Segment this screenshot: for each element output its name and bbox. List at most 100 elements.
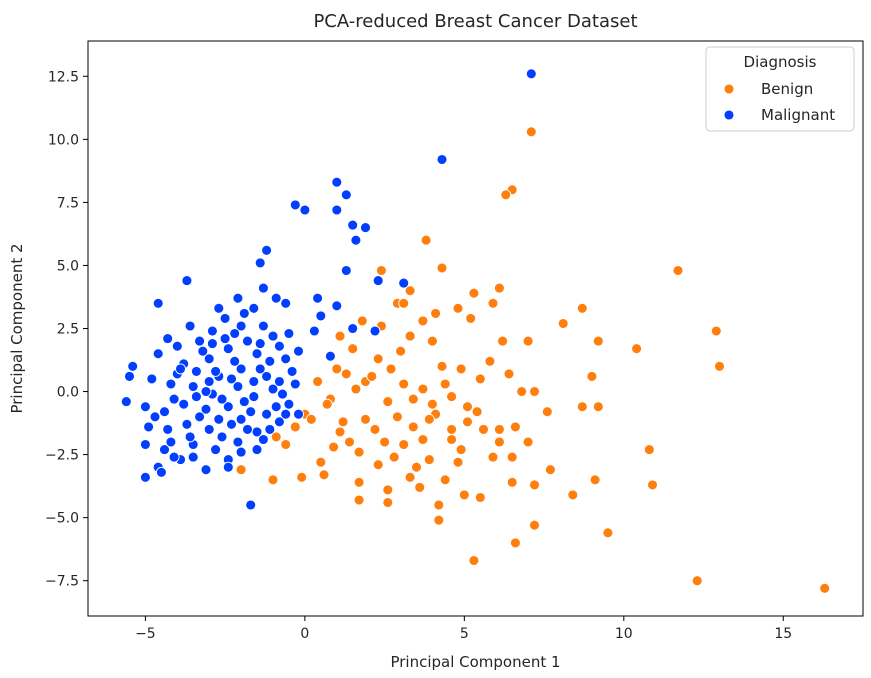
malignant-point [184, 320, 196, 332]
benign-point [576, 302, 588, 314]
malignant-point [168, 451, 180, 463]
y-tick-label: −7.5 [45, 574, 79, 590]
malignant-point [235, 446, 247, 458]
benign-point [344, 436, 355, 448]
malignant-point [277, 388, 288, 400]
benign-point [462, 401, 473, 413]
benign-point [267, 474, 279, 486]
benign-point [356, 315, 368, 327]
benign-point [436, 360, 448, 372]
benign-point [439, 378, 451, 390]
malignant-point [190, 391, 202, 403]
malignant-point [232, 381, 244, 392]
malignant-point [187, 381, 199, 392]
malignant-point [235, 413, 247, 425]
malignant-point [267, 330, 279, 342]
benign-point [462, 416, 473, 428]
malignant-point [149, 411, 161, 423]
malignant-point [226, 418, 237, 430]
y-tick-label: 7.5 [57, 195, 79, 211]
malignant-point [286, 365, 298, 377]
malignant-point [238, 396, 250, 408]
benign-point [404, 285, 416, 297]
malignant-point [248, 302, 260, 314]
benign-point [414, 481, 426, 493]
benign-point [353, 476, 365, 488]
benign-point [522, 436, 534, 448]
malignant-point [206, 325, 218, 337]
benign-point [710, 325, 722, 337]
malignant-point [139, 401, 151, 413]
benign-point [318, 469, 330, 481]
malignant-point [283, 328, 295, 339]
benign-point [497, 335, 509, 347]
axes-frame [87, 40, 864, 617]
malignant-point [331, 204, 343, 216]
benign-point [446, 391, 458, 403]
malignant-point [213, 302, 225, 314]
benign-point [503, 368, 515, 380]
benign-point [589, 474, 601, 486]
malignant-point [331, 300, 343, 312]
benign-point [328, 441, 340, 453]
benign-point [509, 421, 521, 433]
benign-point [296, 471, 308, 483]
benign-point [474, 492, 486, 503]
benign-point [643, 444, 655, 456]
malignant-point [436, 154, 448, 165]
benign-point [446, 423, 458, 435]
malignant-point [273, 340, 285, 352]
y-axis-label: Principal Component 2 [8, 243, 26, 413]
malignant-point [203, 376, 215, 387]
malignant-point [242, 335, 253, 347]
malignant-point [222, 461, 234, 473]
benign-point [506, 451, 518, 463]
benign-point [353, 446, 365, 458]
malignant-point [165, 436, 177, 448]
legend-label-benign: Benign [761, 80, 813, 98]
benign-point [372, 459, 384, 471]
benign-point [270, 431, 282, 443]
malignant-point [190, 365, 202, 377]
benign-point [395, 345, 407, 357]
malignant-point [280, 353, 292, 365]
malignant-point [152, 348, 164, 360]
x-tick-label: −5 [135, 626, 156, 642]
malignant-point [372, 275, 384, 287]
benign-point [509, 537, 521, 549]
benign-point [433, 499, 445, 511]
malignant-point [238, 307, 250, 319]
benign-point [586, 370, 598, 382]
benign-point [360, 413, 371, 425]
malignant-point [162, 423, 174, 435]
malignant-point [251, 348, 263, 360]
legend-label-malignant: Malignant [761, 106, 835, 124]
benign-point [426, 398, 438, 410]
benign-point [471, 406, 483, 418]
malignant-point [235, 320, 247, 332]
malignant-point [340, 189, 352, 201]
malignant-point [248, 376, 260, 387]
malignant-point [257, 434, 269, 445]
malignant-point [127, 360, 139, 372]
malignant-point [242, 423, 253, 435]
benign-point [404, 471, 416, 483]
malignant-point [347, 323, 359, 334]
malignant-point [187, 451, 199, 463]
benign-point [484, 355, 496, 367]
benign-point [315, 456, 327, 468]
malignant-point [139, 439, 151, 450]
malignant-point [124, 370, 135, 382]
x-tick-label: 0 [300, 626, 309, 642]
malignant-point [347, 219, 359, 231]
malignant-point [283, 398, 295, 410]
malignant-point [139, 471, 151, 483]
benign-point [340, 368, 352, 380]
benign-point [631, 343, 643, 355]
benign-point [592, 335, 604, 347]
malignant-point [340, 265, 352, 276]
legend: Diagnosis Benign Malignant [705, 46, 855, 132]
benign-point [372, 353, 384, 365]
malignant-point [254, 338, 266, 350]
benign-point [417, 315, 429, 327]
